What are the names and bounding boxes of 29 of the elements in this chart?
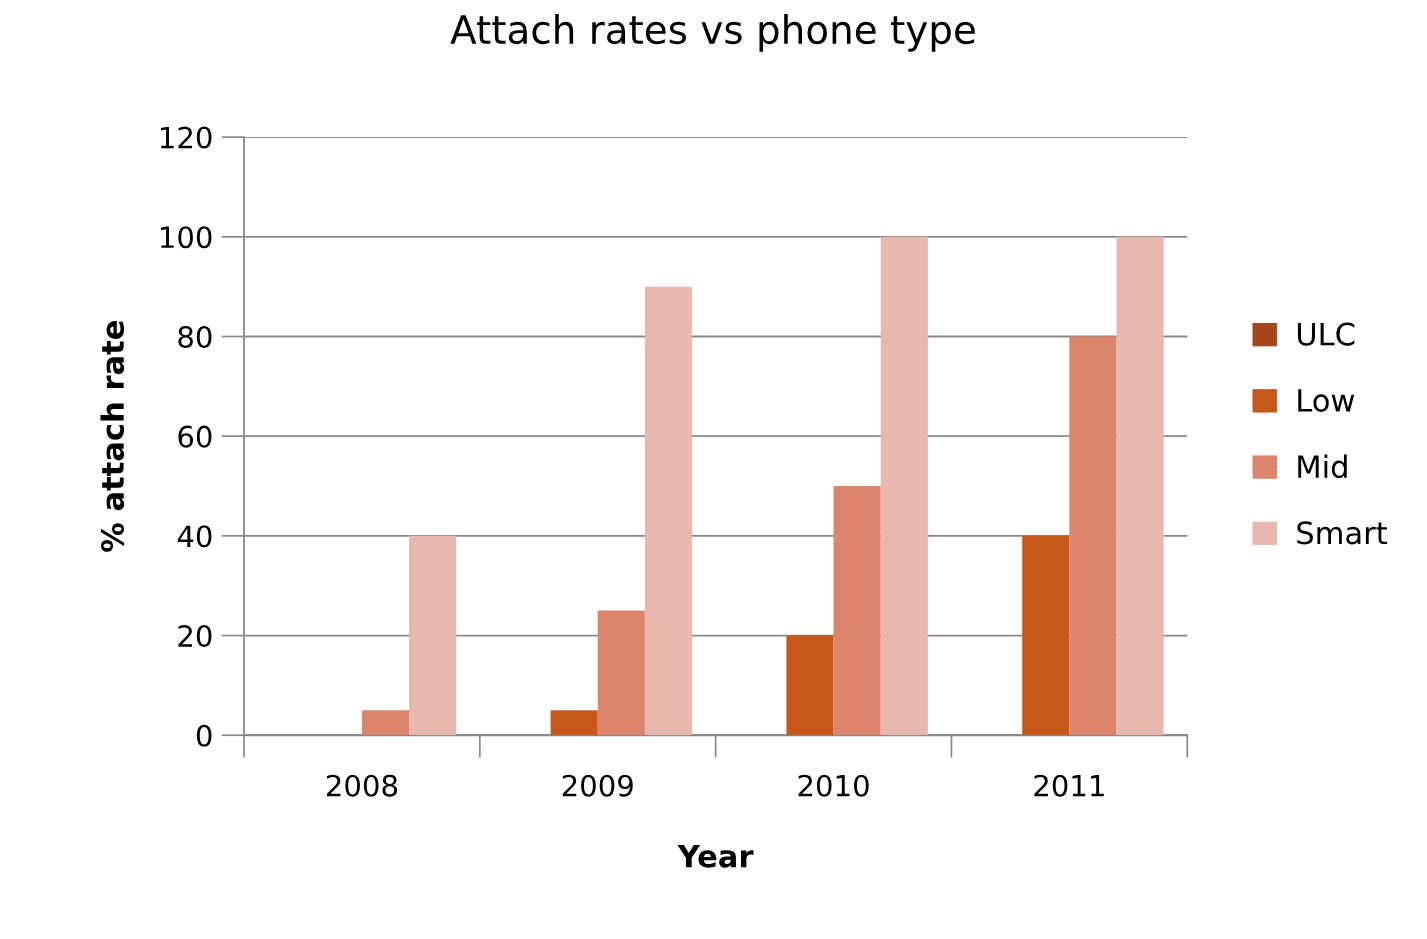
- legend-label: ULC: [1297, 322, 1355, 346]
- bar: [786, 635, 834, 736]
- bar: [644, 286, 693, 736]
- y-tick-label: 60: [178, 425, 212, 448]
- y-tick-label: 20: [178, 624, 212, 648]
- legend-label: Smart: [1297, 521, 1387, 545]
- x-tick-label: 2010: [798, 774, 869, 797]
- bar: [550, 710, 598, 736]
- x-axis-title: Year: [677, 844, 754, 868]
- y-tick-label: 40: [177, 525, 212, 548]
- bar: [409, 535, 457, 736]
- legend-label: Low: [1298, 389, 1355, 412]
- y-tick-label: 100: [160, 226, 212, 249]
- y-axis-title: % attach rate: [100, 321, 125, 552]
- x-tick-label: 2009: [562, 774, 633, 797]
- y-tick-label: 120: [160, 126, 212, 149]
- y-tick-label: 80: [178, 325, 212, 348]
- bar: [1069, 336, 1117, 736]
- x-tick-label: 2008: [326, 774, 398, 797]
- chart-title: Attach rates vs phone type: [450, 14, 975, 52]
- bar: [880, 236, 928, 736]
- x-tick-label: 2011: [1034, 774, 1104, 797]
- bar: [597, 610, 645, 736]
- bar: [833, 486, 881, 736]
- bar: [361, 710, 410, 736]
- bar: [1116, 236, 1164, 736]
- legend-label: Mid: [1298, 454, 1347, 479]
- y-tick-label: 0: [196, 724, 212, 747]
- bar: [1022, 535, 1070, 736]
